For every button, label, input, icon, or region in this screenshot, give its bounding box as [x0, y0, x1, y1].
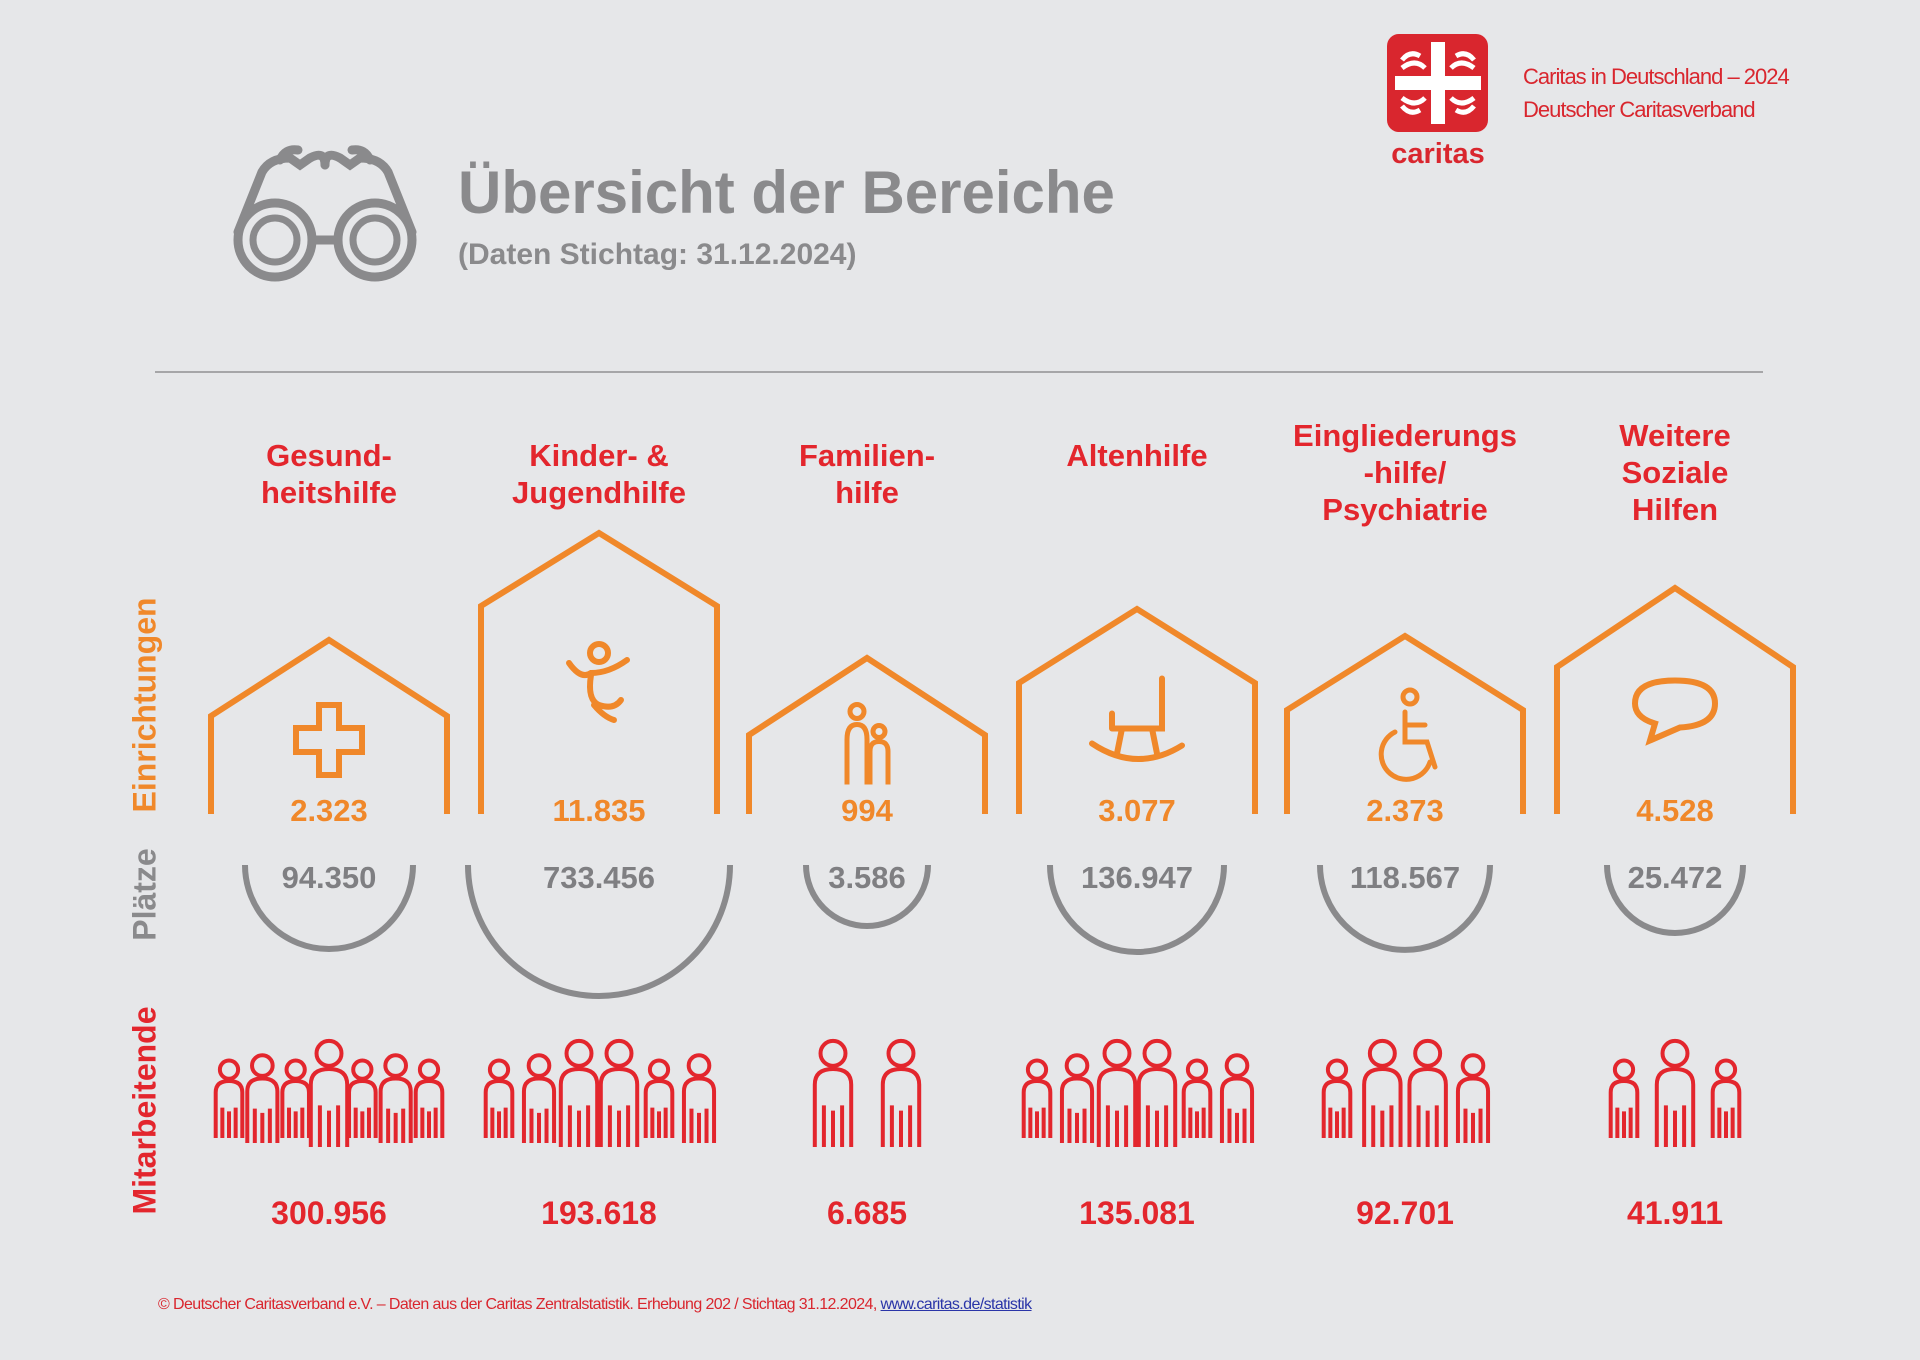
plaetze-value: 118.567 — [1349, 860, 1461, 895]
house-outline — [746, 654, 988, 814]
person-icon — [245, 1053, 280, 1143]
house-outline — [1016, 605, 1258, 814]
person-icon — [1059, 1053, 1095, 1143]
plaetze-arc — [1047, 864, 1227, 955]
brand-line-2: Deutscher Caritasverband — [1523, 97, 1756, 122]
page-title: Übersicht der Bereiche — [458, 159, 1115, 226]
house-outline — [478, 529, 720, 814]
family-icon — [844, 702, 891, 785]
person-icon — [483, 1058, 515, 1138]
einrichtungen-value: 2.323 — [290, 793, 368, 828]
rocking-chair-icon — [1089, 675, 1185, 762]
person-icon — [378, 1053, 413, 1143]
person-icon — [1136, 1038, 1178, 1147]
person-icon — [681, 1053, 717, 1143]
person-icon — [1181, 1058, 1213, 1138]
plaetze-arc — [803, 864, 931, 929]
person-icon — [308, 1038, 350, 1147]
medical-cross-icon — [293, 702, 365, 778]
binoculars-icon — [233, 145, 417, 282]
caritas-logo — [1387, 34, 1488, 132]
house-outline — [208, 636, 450, 814]
area-label: Weitere Soziale Hilfen — [1619, 418, 1731, 527]
person-icon — [558, 1038, 600, 1147]
plaetze-value: 136.947 — [1080, 860, 1194, 895]
person-icon — [1096, 1038, 1138, 1147]
plaetze-arc — [1604, 864, 1746, 936]
area-column-graphics — [746, 654, 988, 1147]
person-icon — [413, 1058, 445, 1138]
einrichtungen-value: 3.077 — [1098, 793, 1176, 828]
area-column-graphics — [1284, 632, 1526, 1147]
person-icon — [1407, 1038, 1448, 1147]
plaetze-value: 25.472 — [1627, 860, 1723, 895]
plaetze-value: 94.350 — [281, 860, 377, 895]
person-icon — [521, 1053, 557, 1143]
person-icon — [1219, 1053, 1255, 1143]
person-icon — [280, 1058, 311, 1138]
plaetze-arc — [465, 864, 733, 999]
mitarbeitende-value: 135.081 — [1079, 1195, 1195, 1231]
area-column-graphics — [208, 636, 450, 1147]
area-label: Altenhilfe — [1066, 438, 1208, 473]
footer-text: © Deutscher Caritasverband e.V. – Daten … — [158, 1296, 881, 1313]
person-icon — [1654, 1038, 1696, 1147]
footer: © Deutscher Caritasverband e.V. – Daten … — [158, 1296, 1032, 1314]
person-icon — [880, 1038, 922, 1147]
row-label-einrichtungen: Einrichtungen — [126, 597, 163, 813]
house-outline — [1554, 584, 1796, 814]
brand-line-1: Caritas in Deutschland – 2024 — [1523, 64, 1790, 89]
logo-wordmark: caritas — [1391, 138, 1485, 170]
plaetze-arc — [242, 864, 416, 952]
wheelchair-icon — [1378, 687, 1438, 782]
einrichtungen-value: 11.835 — [552, 793, 646, 828]
jumping-child-icon — [566, 641, 630, 723]
person-icon — [812, 1038, 854, 1147]
area-column-graphics — [1016, 605, 1258, 1147]
einrichtungen-value: 4.528 — [1636, 793, 1714, 828]
area-label: Gesund- heitshilfe — [260, 438, 398, 510]
person-icon — [1455, 1053, 1491, 1143]
area-label: Familien- hilfe — [798, 438, 936, 510]
area-column-graphics — [465, 529, 733, 1147]
area-label: Eingliederungs -hilfe/ Psychiatrie — [1293, 418, 1517, 527]
speech-bubble-icon — [1631, 677, 1719, 746]
page-subtitle: (Daten Stichtag: 31.12.2024) — [458, 238, 857, 271]
person-icon — [598, 1038, 640, 1147]
area-column-graphics — [1554, 584, 1796, 1147]
mitarbeitende-value: 193.618 — [541, 1195, 657, 1231]
mitarbeitende-value: 300.956 — [271, 1195, 387, 1231]
person-icon — [1362, 1038, 1403, 1147]
statistik-link[interactable]: www.caritas.de/statistik — [880, 1296, 1033, 1313]
plaetze-value: 3.586 — [828, 860, 906, 895]
einrichtungen-value: 2.373 — [1366, 793, 1444, 828]
person-icon — [1710, 1058, 1742, 1138]
row-label-mitarbeitende: Mitarbeitende — [126, 1006, 163, 1215]
person-icon — [1321, 1058, 1353, 1138]
person-icon — [213, 1058, 245, 1138]
einrichtungen-value: 994 — [841, 793, 893, 828]
plaetze-value: 733.456 — [542, 860, 656, 895]
mitarbeitende-value: 41.911 — [1626, 1195, 1724, 1231]
house-outline — [1284, 632, 1526, 814]
row-label-plaetze: Plätze — [126, 848, 163, 941]
person-icon — [643, 1058, 675, 1138]
person-icon — [1608, 1058, 1640, 1138]
area-label: Kinder- & Jugendhilfe — [512, 438, 686, 510]
mitarbeitende-value: 6.685 — [826, 1195, 908, 1231]
plaetze-arc — [1317, 864, 1493, 953]
person-icon — [347, 1058, 378, 1138]
person-icon — [1021, 1058, 1053, 1138]
mitarbeitende-value: 92.701 — [1356, 1195, 1454, 1231]
